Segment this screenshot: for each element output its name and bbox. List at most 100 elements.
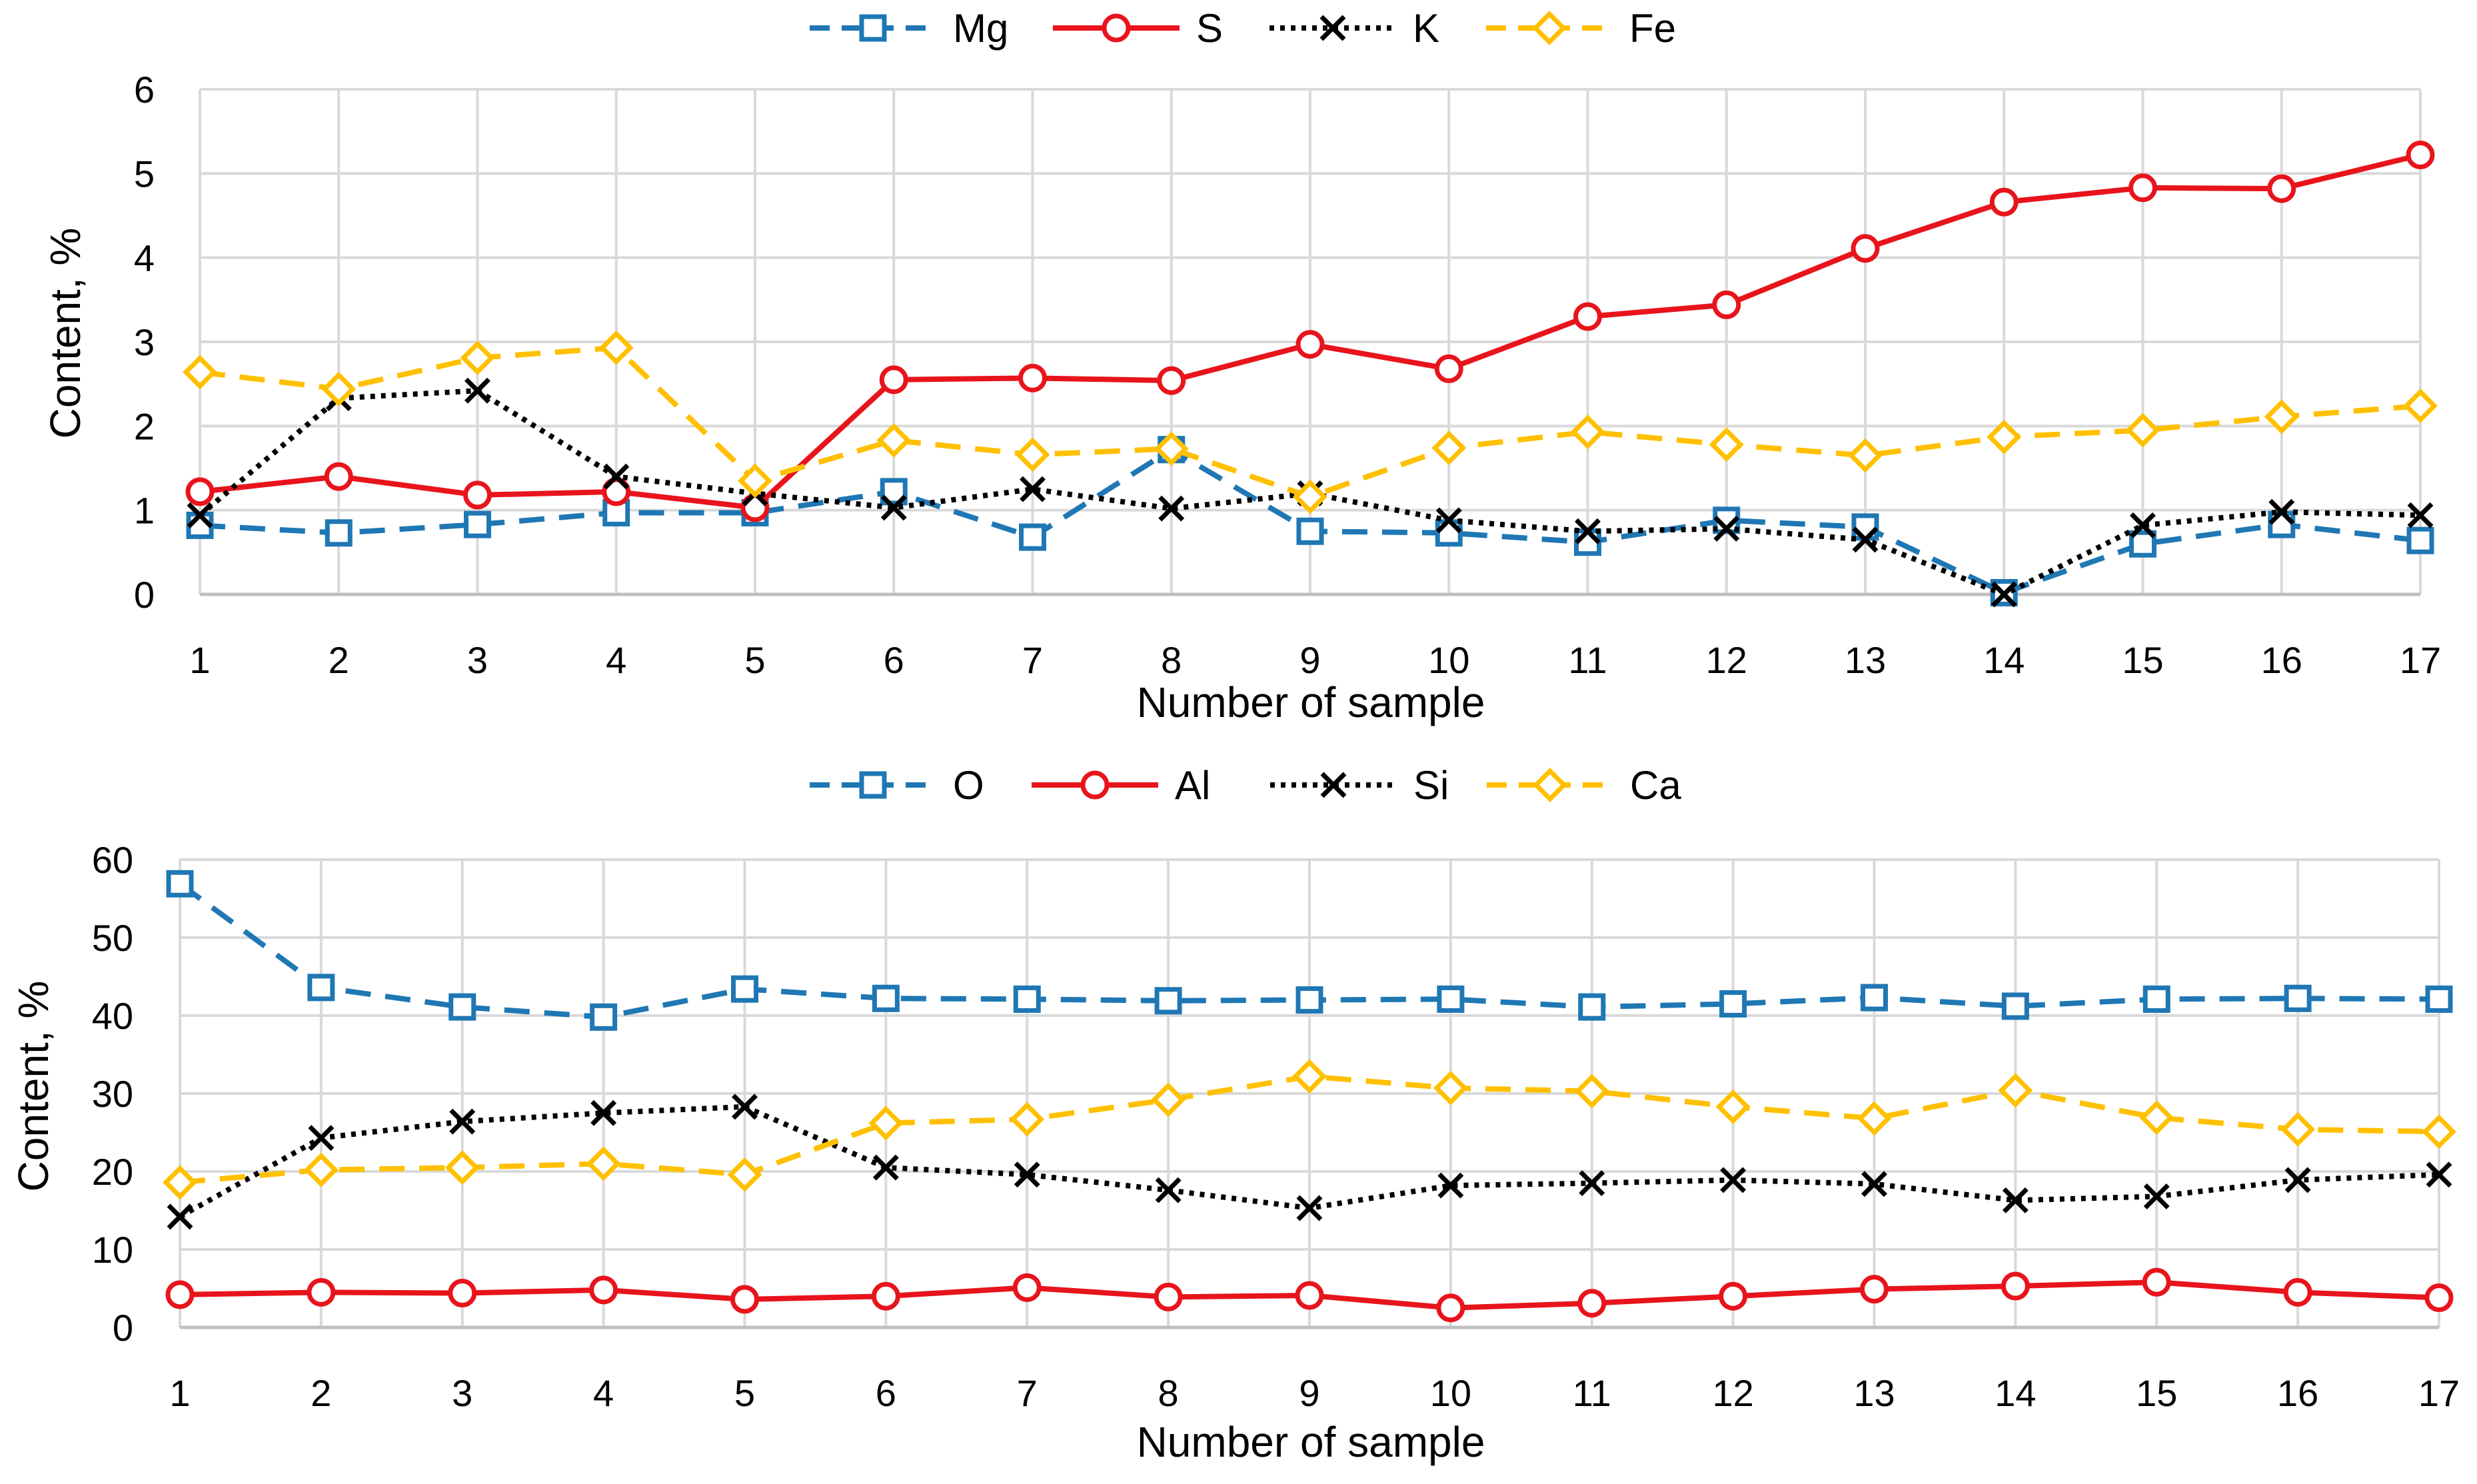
data-point-Al <box>1295 1281 1324 1310</box>
legend-marker-Mg <box>859 14 887 42</box>
data-point-Si <box>1861 1171 1887 1197</box>
data-point-S <box>185 477 215 506</box>
x-tick-label: 3 <box>467 639 488 681</box>
data-point-Mg <box>2406 526 2434 554</box>
x-tick-label: 12 <box>1706 639 1747 681</box>
data-point-Ca <box>1151 1082 1186 1117</box>
data-point-O <box>307 974 335 1002</box>
data-point-K <box>2407 502 2434 528</box>
y-tick-label: 6 <box>134 69 155 111</box>
data-point-Al <box>589 1275 618 1305</box>
y-tick-label: 50 <box>92 917 133 959</box>
legend-marker-Fe <box>1532 11 1567 45</box>
data-point-Si <box>2284 1167 2311 1193</box>
data-point-S <box>2128 173 2157 203</box>
data-point-O <box>2425 985 2453 1013</box>
data-point-Fe <box>738 463 772 498</box>
data-point-Si <box>449 1108 476 1135</box>
data-point-Fe <box>183 355 217 390</box>
data-point-K <box>1158 495 1185 522</box>
data-point-O <box>1154 987 1182 1015</box>
data-point-O <box>1578 993 1606 1021</box>
data-point-Al <box>307 1277 336 1307</box>
data-point-Mg <box>1019 523 1046 551</box>
data-point-Si <box>1437 1172 1464 1199</box>
y-tick-label: 60 <box>92 839 133 881</box>
data-point-Ca <box>1998 1073 2033 1108</box>
data-point-K <box>1020 476 1046 502</box>
legend-top: Mg S K Fe <box>810 6 1676 51</box>
x-tick-label: 1 <box>169 1372 190 1414</box>
data-point-Al <box>1012 1273 1042 1302</box>
data-point-K <box>1991 581 2017 608</box>
x-tick-label: 5 <box>744 639 765 681</box>
y-tick-label: 2 <box>134 405 155 447</box>
x-tick-label: 6 <box>884 639 904 681</box>
data-point-Si <box>1579 1170 1605 1197</box>
legend-marker-K <box>1319 15 1346 41</box>
data-point-O <box>448 993 476 1021</box>
data-point-O <box>590 1003 618 1031</box>
y-tick-label: 0 <box>134 574 155 616</box>
data-point-K <box>1575 518 1601 544</box>
legend-label-K: K <box>1413 6 1439 51</box>
data-point-Fe <box>1709 427 1744 462</box>
x-tick-label: 2 <box>311 1372 331 1414</box>
y-tick-label: 0 <box>113 1307 133 1349</box>
data-point-Ca <box>1574 1074 1609 1109</box>
data-point-Ca <box>727 1157 762 1192</box>
data-point-O <box>1295 986 1323 1014</box>
data-point-Fe <box>1154 431 1189 466</box>
data-point-S <box>1157 366 1186 395</box>
y-axis-label: Content, % <box>41 228 89 439</box>
data-point-Si <box>308 1125 335 1151</box>
y-tick-label: 20 <box>92 1151 133 1193</box>
data-point-S <box>1712 290 1741 319</box>
data-point-Si <box>1720 1167 1747 1193</box>
data-point-O <box>2001 992 2029 1020</box>
data-point-Fe <box>1015 437 1050 472</box>
data-point-O <box>731 975 758 1003</box>
x-tick-label: 17 <box>2418 1372 2460 1414</box>
legend-item-Al: Al <box>1032 763 1210 808</box>
x-tick-label: 6 <box>876 1372 896 1414</box>
series-S <box>185 141 2435 522</box>
x-tick-label: 14 <box>1995 1372 2036 1414</box>
data-point-K <box>1852 526 1879 553</box>
y-tick-label: 1 <box>134 490 155 532</box>
legend-label-Fe: Fe <box>1629 6 1676 51</box>
x-tick-label: 10 <box>1430 1372 1471 1414</box>
data-point-Ca <box>2280 1112 2316 1147</box>
data-point-Al <box>1154 1282 1183 1311</box>
data-point-Si <box>872 1154 899 1181</box>
data-point-Fe <box>321 371 357 406</box>
y-tick-label: 4 <box>134 237 155 279</box>
y-axis-label: Content, % <box>9 981 57 1192</box>
data-point-S <box>1989 187 2019 217</box>
data-point-Ca <box>163 1165 197 1200</box>
data-point-Si <box>1155 1177 1182 1203</box>
legend-marker-Si <box>1320 772 1347 798</box>
data-point-Ca <box>303 1152 339 1187</box>
x-tick-label: 9 <box>1299 1372 1319 1414</box>
data-point-Si <box>732 1094 758 1120</box>
x-tick-label: 7 <box>1017 1372 1038 1414</box>
data-point-O <box>1437 985 1465 1013</box>
data-point-Fe <box>2125 412 2160 448</box>
data-point-Al <box>448 1279 477 1308</box>
data-point-K <box>2268 498 2295 525</box>
legend-label-Al: Al <box>1175 763 1210 808</box>
data-point-Al <box>1577 1289 1607 1318</box>
x-tick-label: 9 <box>1299 639 1320 681</box>
data-point-S <box>324 462 353 491</box>
y-tick-label: 40 <box>92 995 133 1037</box>
data-point-Si <box>2143 1183 2170 1209</box>
data-point-K <box>464 377 490 404</box>
data-point-Mg <box>325 519 353 547</box>
data-point-S <box>1573 302 1602 331</box>
series-Ca <box>163 1059 2456 1200</box>
series-Al <box>165 1267 2454 1323</box>
